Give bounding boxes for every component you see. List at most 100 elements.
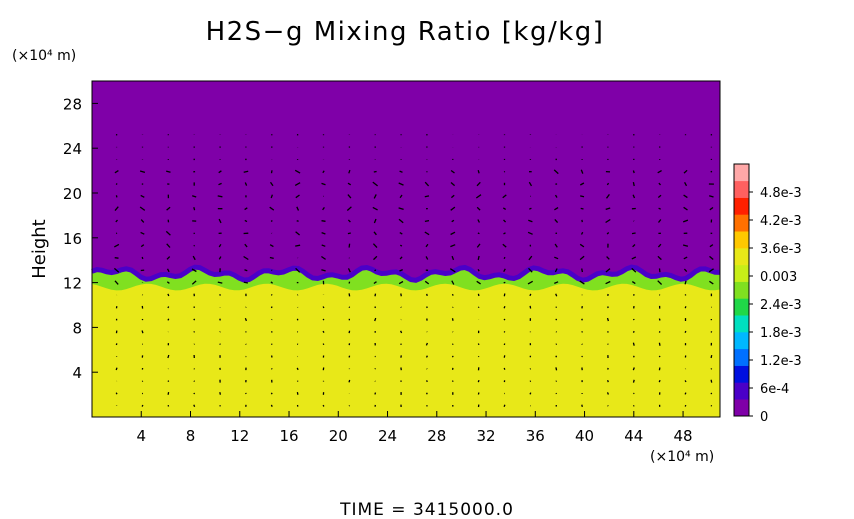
velocity-arrow [684,404,687,407]
velocity-arrow [477,343,480,346]
velocity-arrow [321,182,326,186]
velocity-arrow [400,306,402,308]
velocity-arrow [502,194,507,199]
y-tick-labels: 4 8 12 16 20 24 28 [63,95,98,382]
velocity-arrow [348,405,351,407]
time-footer: TIME = 3415000.0 [339,500,514,519]
velocity-arrow [270,331,273,333]
velocity-arrow [710,379,713,383]
velocity-arrow [114,170,119,174]
velocity-arrow [528,181,533,187]
velocity-arrow [581,318,583,321]
x-tick-label: 44 [624,427,643,445]
velocity-arrow [477,392,480,395]
velocity-arrow [115,183,118,185]
velocity-arrow [529,368,532,370]
x-tick-label: 4 [136,427,146,445]
velocity-arrow [295,244,301,247]
velocity-arrow [398,207,404,211]
velocity-arrow [450,244,456,248]
velocity-arrow [581,343,583,345]
velocity-arrow [115,219,118,223]
velocity-arrow [503,318,506,321]
velocity-arrow [451,280,455,285]
velocity-arrow [424,231,430,236]
velocity-arrow [710,392,713,395]
velocity-arrow [527,280,534,285]
velocity-arrow [166,243,171,248]
colorbar-swatch [734,231,749,249]
velocity-arrow [709,206,714,211]
velocity-arrow [166,268,170,273]
velocity-arrow [166,170,171,173]
velocity-arrow [373,194,377,199]
velocity-arrow [529,305,532,309]
x-unit-label: (×10⁴ m) [650,449,714,465]
velocity-arrow [554,243,558,248]
colorbar-swatch [734,332,749,350]
velocity-arrow [113,243,120,248]
velocity-arrow [271,269,273,271]
velocity-arrow [554,256,559,260]
velocity-arrow [398,280,404,285]
velocity-arrow [193,318,196,321]
velocity-arrow [348,306,351,309]
y-tick-label: 4 [72,364,82,382]
velocity-arrow [346,206,352,211]
velocity-arrow [322,404,325,407]
velocity-arrow [244,182,248,186]
velocity-arrow [451,355,454,358]
colorbar: 0 6e-4 1.2e-3 1.8e-3 2.4e-3 0.003 3.6e-3 4.2e-3… [733,163,802,425]
colorbar-tick-label: 4.8e-3 [760,186,802,201]
velocity-arrow [373,231,377,236]
y-unit-label: (×10⁴ m) [12,48,76,64]
velocity-arrow [580,207,584,210]
chart-title: H2S−g Mixing Ratio [kg/kg] [206,17,605,47]
velocity-arrow [372,206,378,211]
velocity-arrow [684,392,687,395]
velocity-arrow [632,318,635,321]
velocity-arrow [348,243,351,248]
velocity-arrow [503,232,506,235]
velocity-arrow [424,280,430,285]
velocity-arrow [167,391,170,395]
velocity-arrow [477,306,480,309]
velocity-arrow [683,256,688,260]
colorbar-tick-label: 6e-4 [760,382,789,397]
velocity-arrow [657,243,662,248]
colorbar-swatch [734,248,749,266]
velocity-arrow [503,170,506,173]
velocity-arrow [373,218,377,224]
colorbar-swatch [734,399,749,417]
velocity-arrow [605,194,610,199]
velocity-arrow [503,219,507,223]
x-tick-label: 16 [279,427,298,445]
velocity-arrow [295,231,301,236]
velocity-arrow [658,342,661,346]
velocity-arrow [451,293,454,296]
y-tick-label: 8 [72,319,82,337]
velocity-arrow [295,194,300,199]
velocity-arrow [606,317,610,322]
x-tick-label: 48 [674,427,693,445]
velocity-arrow [139,170,146,174]
velocity-arrow [217,281,223,284]
velocity-arrow [296,367,299,371]
velocity-arrow [477,355,480,358]
velocity-arrow [244,207,248,211]
velocity-arrow [657,280,663,285]
velocity-arrow [321,244,326,247]
colorbar-swatch [734,365,749,383]
velocity-arrow [607,330,609,333]
velocity-arrow [683,206,688,211]
x-tick-label: 28 [427,427,446,445]
velocity-arrow [554,218,559,224]
velocity-arrow [631,256,637,260]
velocity-arrow [398,218,404,224]
velocity-arrow [502,207,507,210]
velocity-arrow [451,255,455,261]
y-tick-label: 16 [63,230,82,248]
velocity-arrow [709,280,714,285]
velocity-arrow [322,306,325,309]
